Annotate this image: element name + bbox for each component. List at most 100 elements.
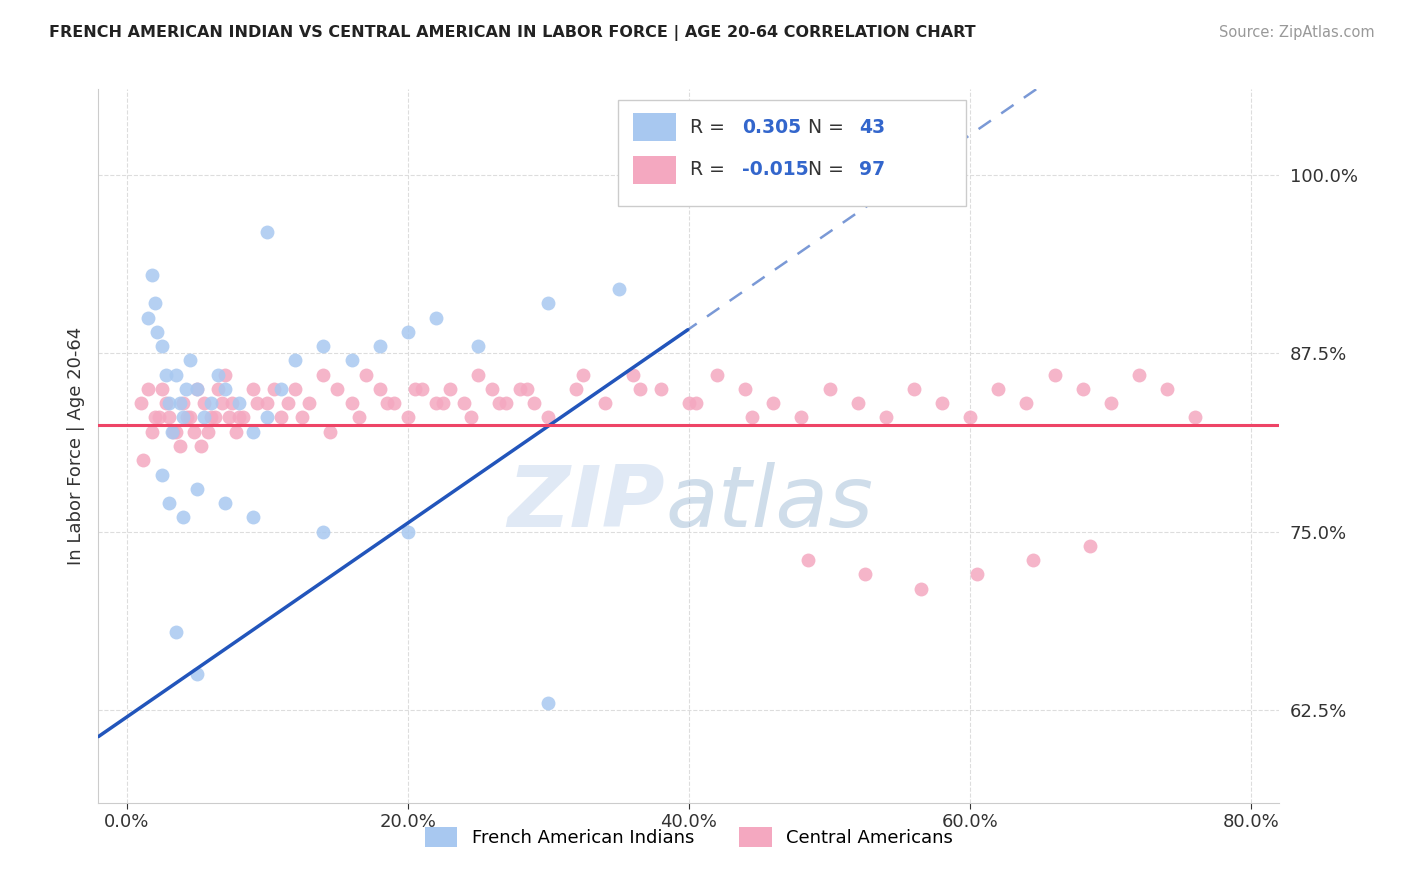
- Point: [340, 353, 363, 368]
- Point: [572, 368, 595, 382]
- Point: [172, 396, 194, 410]
- Point: [495, 396, 517, 410]
- Point: [193, 410, 215, 425]
- Point: [396, 410, 419, 425]
- Point: [277, 396, 299, 410]
- Text: R =: R =: [690, 118, 731, 136]
- Point: [910, 582, 932, 596]
- Point: [143, 410, 166, 425]
- Point: [136, 310, 159, 325]
- Point: [141, 425, 163, 439]
- Point: [453, 396, 475, 410]
- Point: [256, 410, 278, 425]
- Point: [129, 396, 152, 410]
- Point: [875, 410, 897, 425]
- Point: [228, 410, 250, 425]
- Point: [903, 382, 925, 396]
- Point: [232, 410, 254, 425]
- Point: [155, 368, 177, 382]
- Point: [204, 410, 226, 425]
- Bar: [619, 100, 966, 205]
- Point: [169, 439, 191, 453]
- Point: [411, 382, 433, 396]
- Point: [298, 396, 321, 410]
- Point: [197, 425, 219, 439]
- Point: [607, 282, 630, 296]
- Point: [221, 396, 243, 410]
- Text: 0.305: 0.305: [742, 118, 801, 136]
- Point: [160, 425, 183, 439]
- Point: [987, 382, 1010, 396]
- Point: [312, 524, 335, 539]
- Point: [509, 382, 531, 396]
- Legend: French American Indians, Central Americans: French American Indians, Central America…: [418, 820, 960, 855]
- Point: [284, 382, 307, 396]
- Point: [467, 368, 489, 382]
- Text: N =: N =: [808, 118, 851, 136]
- Point: [214, 382, 236, 396]
- Point: [966, 567, 988, 582]
- Point: [174, 382, 197, 396]
- Point: [186, 667, 208, 681]
- Point: [291, 410, 314, 425]
- Point: [382, 396, 405, 410]
- Point: [150, 339, 173, 353]
- Point: [186, 482, 208, 496]
- Point: [207, 382, 229, 396]
- Point: [179, 353, 201, 368]
- Point: [150, 467, 173, 482]
- Point: [565, 382, 588, 396]
- Point: [186, 382, 208, 396]
- Point: [706, 368, 728, 382]
- Point: [284, 353, 307, 368]
- Point: [228, 396, 250, 410]
- Text: ZIP: ZIP: [508, 461, 665, 545]
- Point: [818, 382, 841, 396]
- Point: [155, 396, 177, 410]
- Point: [200, 410, 222, 425]
- Point: [148, 410, 170, 425]
- Point: [319, 425, 342, 439]
- Point: [537, 696, 560, 710]
- Point: [846, 396, 869, 410]
- Point: [432, 396, 454, 410]
- Point: [193, 396, 215, 410]
- Point: [246, 396, 269, 410]
- Point: [685, 396, 707, 410]
- Point: [368, 382, 391, 396]
- Point: [853, 567, 876, 582]
- Point: [200, 396, 222, 410]
- Point: [136, 382, 159, 396]
- Point: [404, 382, 426, 396]
- Point: [1184, 410, 1206, 425]
- Point: [132, 453, 155, 467]
- Point: [242, 425, 264, 439]
- Point: [354, 368, 377, 382]
- Point: [959, 410, 981, 425]
- Text: 97: 97: [859, 161, 886, 179]
- Point: [481, 382, 503, 396]
- Point: [172, 510, 194, 524]
- Point: [179, 410, 201, 425]
- Point: [214, 496, 236, 510]
- Point: [678, 396, 700, 410]
- Point: [270, 382, 292, 396]
- Bar: [634, 112, 676, 141]
- Point: [1156, 382, 1178, 396]
- Point: [141, 268, 163, 282]
- Point: [762, 396, 785, 410]
- Point: [790, 410, 813, 425]
- Text: N =: N =: [808, 161, 851, 179]
- Point: [176, 410, 198, 425]
- Point: [312, 339, 335, 353]
- Point: [488, 396, 510, 410]
- Point: [183, 425, 205, 439]
- Text: atlas: atlas: [665, 461, 873, 545]
- Point: [797, 553, 820, 567]
- Point: [621, 368, 644, 382]
- Point: [650, 382, 672, 396]
- Point: [256, 225, 278, 239]
- Point: [186, 382, 208, 396]
- Point: [537, 410, 560, 425]
- Point: [143, 296, 166, 310]
